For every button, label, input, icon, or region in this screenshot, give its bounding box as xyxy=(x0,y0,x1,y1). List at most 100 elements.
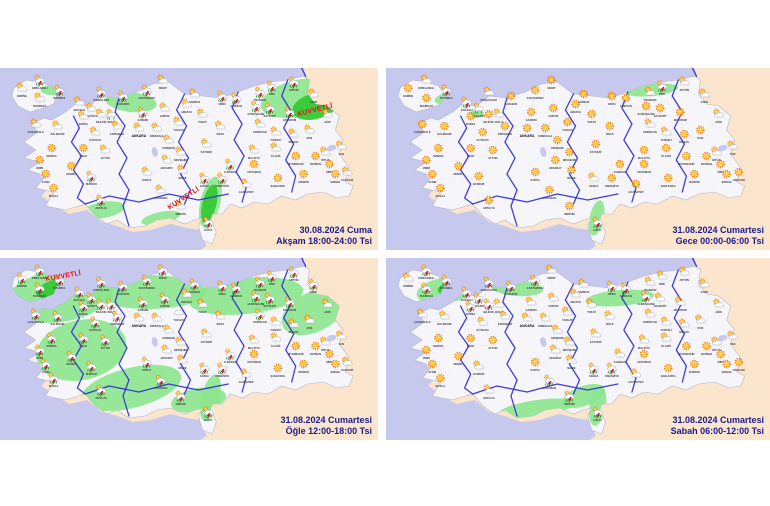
weather-icon-thunderstorm xyxy=(592,406,603,419)
weather-icon-sun-behind-cloud xyxy=(181,98,192,108)
weather-icon-sun-behind-cloud xyxy=(214,120,226,130)
city-label: TRABZON xyxy=(644,98,657,102)
weather-icon-sun-behind-cloud xyxy=(654,292,666,302)
city-label: GİRESUN xyxy=(230,104,242,108)
weather-icon-sun xyxy=(41,169,50,179)
city-label: ZONGULDAK xyxy=(480,288,497,292)
city-label: BİTLİS xyxy=(712,158,721,162)
city-label: BOLU xyxy=(495,120,503,124)
weather-icon-sun xyxy=(530,167,540,177)
weather-icon-sun-behind-cloud xyxy=(711,336,723,346)
city-label: AYDIN xyxy=(42,180,50,184)
weather-icon-sun-behind-cloud xyxy=(163,324,175,334)
region-border xyxy=(671,269,688,383)
city-label: DENİZLİ xyxy=(453,362,463,366)
forecast-time-range: Akşam 18:00-24:00 Tsi xyxy=(276,235,372,246)
city-label: MERSİN xyxy=(176,212,186,216)
weather-icon-sun-behind-cloud xyxy=(713,298,725,308)
weather-icon-sun xyxy=(544,185,554,195)
weather-icon-sun-behind-cloud xyxy=(521,312,533,322)
city-label: KARABÜK xyxy=(117,291,130,296)
weather-icon-sun-behind-cloud xyxy=(341,166,353,176)
lake xyxy=(540,337,547,347)
weather-icon-sun-behind-cloud xyxy=(678,318,690,328)
weather-icon-sun-behind-cloud xyxy=(660,332,672,342)
turkey-weather-map: EDİRNE KIRKLARELİ TEKİRDAĞ İSTANBUL ÇANAKKAL… xyxy=(386,68,770,250)
precipitation-zone xyxy=(585,289,654,307)
weather-icon-sun xyxy=(690,169,699,179)
city-label: BURDUR xyxy=(86,182,97,186)
weather-icon-thunderstorm xyxy=(266,270,277,283)
city-label: VAN xyxy=(339,152,344,156)
weather-icon-sun xyxy=(249,349,259,359)
weather-icon-sun xyxy=(716,159,725,169)
city-label: K.MARAŞ xyxy=(614,360,626,364)
weather-icon-sun xyxy=(663,173,673,183)
city-label: BOLU xyxy=(495,310,503,314)
city-label: ŞIRNAK xyxy=(722,370,732,374)
weather-icon-thunderstorm xyxy=(111,310,123,323)
weather-icon-sun xyxy=(273,173,283,183)
weather-icon-thunderstorm xyxy=(78,332,89,345)
weather-icon-thunderstorm xyxy=(175,390,186,403)
weather-icon-thunderstorm xyxy=(544,374,555,387)
city-label: KOCAELİ xyxy=(74,298,86,302)
city-label: AMASYA xyxy=(570,110,581,114)
weather-icon-sun-behind-cloud xyxy=(320,146,331,156)
weather-icon-sun xyxy=(484,195,494,205)
weather-icon-sun xyxy=(466,333,475,343)
weather-icon-thunderstorm xyxy=(483,276,495,289)
weather-icon-sun xyxy=(35,155,44,165)
city-label: BİNGÖL xyxy=(679,329,690,334)
city-label: KASTAMONU xyxy=(139,286,156,290)
weather-icon-sun-behind-cloud xyxy=(163,134,175,144)
city-label: ERZURUM xyxy=(674,308,687,312)
weather-icon-sun xyxy=(325,159,334,169)
weather-icon-sun-behind-cloud xyxy=(320,336,331,346)
city-label: ESKİŞEHİR xyxy=(110,132,124,136)
weather-icon-thunderstorm xyxy=(52,310,63,323)
lake xyxy=(151,147,158,157)
city-label: BİLECİK xyxy=(484,120,495,124)
weather-icon-sun-behind-cloud xyxy=(483,384,495,394)
city-label: AĞRI xyxy=(324,309,331,314)
weather-icon-sun-behind-cloud xyxy=(177,164,188,174)
city-label: MUŞ xyxy=(307,326,313,330)
weather-icon-thunderstorm xyxy=(16,272,27,285)
city-label: NEVŞEHİR xyxy=(563,348,577,352)
weather-icon-sun xyxy=(530,357,540,367)
weather-icon-sun xyxy=(579,89,588,99)
weather-icon-sun-behind-cloud xyxy=(201,138,212,148)
city-label: TRABZON xyxy=(254,288,267,292)
weather-icon-sun-behind-cloud xyxy=(161,344,173,354)
weather-icon-sun-behind-cloud xyxy=(564,336,575,346)
weather-icon-thunderstorm xyxy=(231,282,242,295)
weather-icon-thunderstorm xyxy=(141,274,152,287)
city-label: KARAMAN xyxy=(543,386,557,390)
city-label: ŞIRNAK xyxy=(330,180,340,184)
city-label: KAYSERİ xyxy=(201,150,212,154)
city-label: ADANA xyxy=(200,184,209,188)
weather-icon-sun-behind-cloud xyxy=(656,270,668,280)
region-border xyxy=(114,97,130,227)
city-label: KIRIKKALE xyxy=(538,324,553,328)
city-label: HATAY xyxy=(593,228,602,232)
city-label: AFYON xyxy=(488,156,497,160)
weather-icon-sun-behind-cloud xyxy=(644,86,656,96)
precipitation-zone xyxy=(469,110,484,118)
city-label: KONYA xyxy=(531,368,540,372)
weather-icon-sun xyxy=(49,183,58,193)
city-label: OSMANİYE xyxy=(215,374,229,378)
city-label: AYDIN xyxy=(428,370,436,374)
weather-icon-thunderstorm xyxy=(461,96,472,109)
city-label: KIRKLARELİ xyxy=(418,86,434,90)
weather-icon-sun-behind-cloud xyxy=(270,126,282,136)
city-label: DENİZLİ xyxy=(66,362,76,366)
city-label: MANİSA xyxy=(47,344,57,348)
weather-icon-thunderstorm xyxy=(421,282,432,295)
weather-icon-sun-behind-cloud xyxy=(141,166,153,176)
weather-icon-thunderstorm xyxy=(40,358,51,371)
city-label: BALIKESİR xyxy=(51,132,65,136)
weather-icon-thunderstorm xyxy=(564,390,575,403)
city-label: ÇANAKKALE xyxy=(414,320,431,324)
